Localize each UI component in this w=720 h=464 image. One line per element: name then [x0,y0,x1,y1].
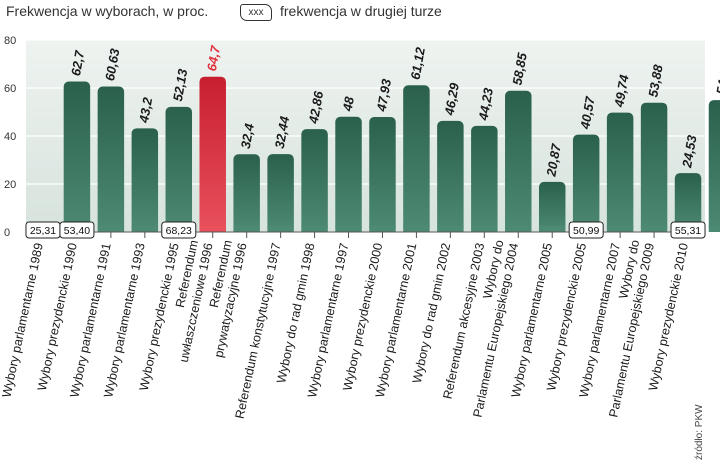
bar [606,112,634,232]
value-label: 60,63 [102,47,123,82]
y-tick-label: 20 [4,179,16,191]
legend-box-sample: xxx [240,4,272,21]
y-tick-label: 0 [4,227,10,239]
bar-base [97,226,125,232]
value-label: 44,23 [475,86,496,122]
value-label: 62,7 [68,49,87,77]
value-label: 61,12 [408,45,429,80]
bar-base [199,226,226,232]
bar-base [505,226,532,232]
value-label: 64,7 [204,44,223,72]
bar-base [708,226,720,232]
value-label: 58,85 [509,51,530,86]
bar [708,100,720,232]
bar-base [437,226,464,232]
source-note: źródło: PKW [694,404,705,460]
bar-base [640,226,668,232]
bar [165,106,193,232]
value-label: 32,4 [238,121,257,149]
value-label: 49,74 [611,73,632,109]
value-label: 54,94 [713,60,720,95]
y-tick-label: 40 [4,131,16,143]
bar [97,86,125,232]
legend-second-round-text: frekwencja w drugiej turze [280,3,442,19]
bar-base [335,226,362,232]
bar [369,116,396,232]
bar-base [606,226,634,232]
value-label: 24,53 [679,133,700,169]
bar [640,102,668,232]
second-round-badge [568,221,604,239]
bar-base [369,226,396,232]
second-round-badge [670,221,706,239]
value-label: 47,93 [373,77,394,113]
second-round-label: 25,31 [30,225,56,237]
bar [131,128,159,232]
value-label: 52,13 [170,67,191,102]
bar-base [301,226,328,232]
bar-base [471,226,498,232]
bar [335,116,362,232]
value-label: 20,87 [543,142,564,178]
second-round-label: 55,31 [675,225,701,237]
bar [674,173,702,232]
value-label: 53,88 [645,63,666,98]
bar [301,129,328,232]
y-tick-label: 60 [4,83,16,95]
bar-base [267,226,294,232]
bar [199,76,226,232]
value-label: 32,44 [272,114,293,149]
bar [63,81,91,233]
second-round-badge [59,221,95,239]
second-round-label: 53,40 [64,225,90,237]
bar-base [233,226,260,232]
bar [538,181,566,232]
bar [267,154,294,232]
second-round-badge [161,221,197,239]
bar-base [538,226,566,232]
bar [233,154,260,232]
bar [572,134,600,232]
bar [471,125,498,232]
bar-base [131,226,159,232]
bar [505,90,532,232]
value-label: 43,2 [136,96,155,125]
y-tick-label: 80 [4,35,16,47]
bar-base [403,226,430,232]
bar [403,85,430,232]
value-label: 46,29 [441,81,462,117]
second-round-label: 68,23 [166,225,192,237]
value-label: 40,57 [577,95,598,131]
value-label: 48 [340,95,358,114]
second-round-label: 50,99 [573,225,599,237]
value-label: 42,86 [306,89,327,125]
chart-title: Frekwencja w wyborach, w proc. [6,3,209,19]
bar [437,120,464,232]
